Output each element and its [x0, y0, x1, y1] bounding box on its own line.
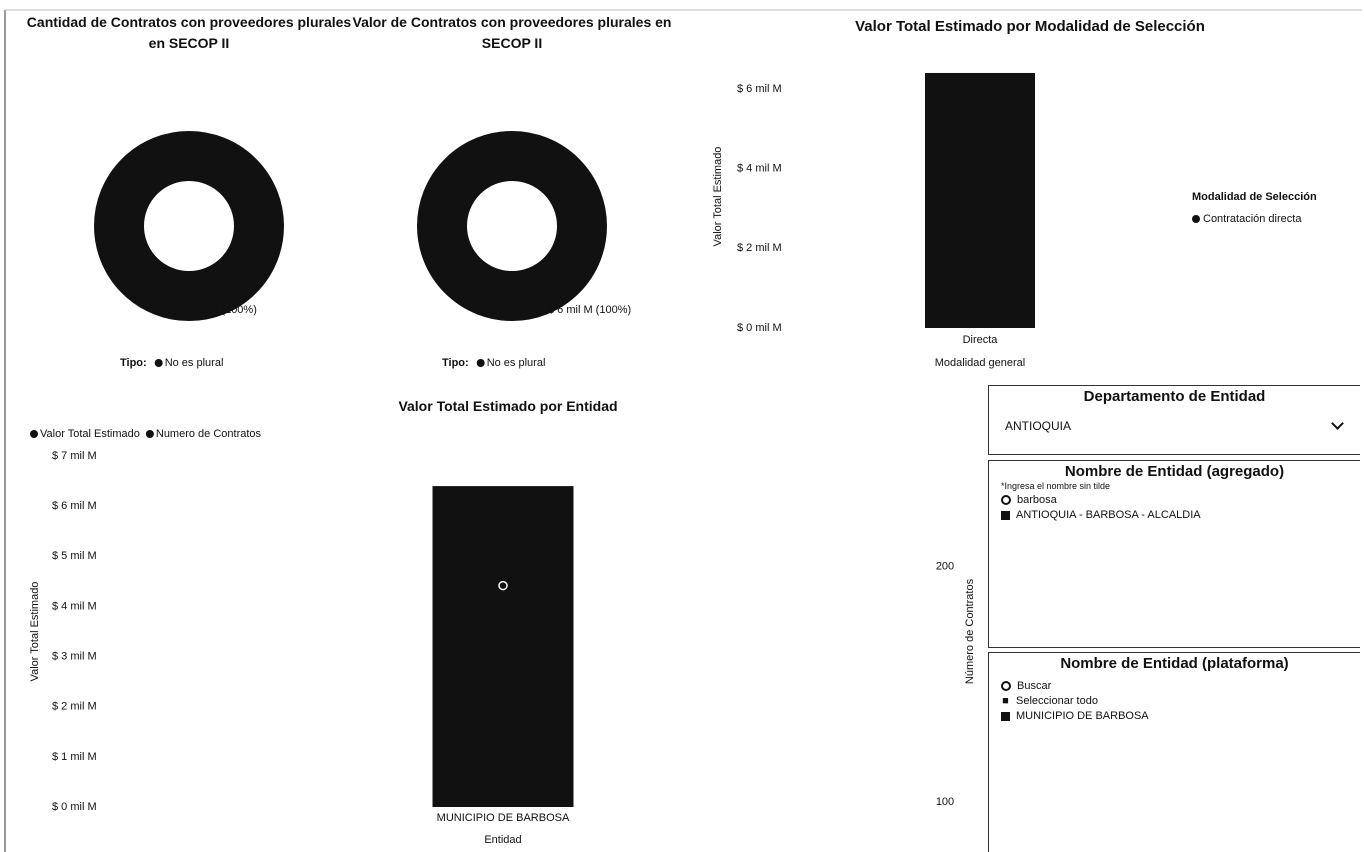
legend-marker	[476, 359, 485, 367]
dropdown-value: ANTIOQUIA	[1005, 419, 1072, 433]
list-item[interactable]: ANTIOQUIA - BARBOSA - ALCALDIA	[1001, 509, 1360, 521]
x-axis-title: Modalidad general	[935, 357, 1026, 369]
legend-label: No es plural	[165, 357, 224, 369]
y-tick-label: $ 6 mil M	[52, 500, 97, 512]
slicer-title: Nombre de Entidad (agregado)	[1064, 463, 1285, 480]
line-marker	[498, 580, 508, 591]
legend-title: Tipo:	[442, 357, 469, 369]
y-tick-label: $ 2 mil M	[52, 701, 97, 713]
chart-title: Cantidad de Contratos con proveedores pl…	[26, 14, 352, 51]
chart-title: Valor Total Estimado por Entidad	[398, 398, 618, 414]
y-tick-label: $ 0 mil M	[737, 322, 782, 334]
checkbox	[1001, 510, 1010, 520]
checkbox	[1001, 711, 1010, 721]
bar	[925, 72, 1035, 328]
y-axis-title: Valor Total Estimado	[712, 147, 724, 247]
list-item[interactable]: ■ Seleccionar todo	[1001, 695, 1360, 707]
leader-line	[535, 302, 544, 311]
legend-label: No es plural	[487, 357, 546, 369]
y-tick-label: $ 4 mil M	[52, 600, 97, 612]
legend-title: Tipo:	[120, 357, 147, 369]
data-label: $ 6 mil M (100%)	[548, 304, 631, 316]
chart-title: Valor de Contratos con proveedores plura…	[352, 14, 672, 51]
list-item[interactable]: MUNICIPIO DE BARBOSA	[1001, 710, 1360, 722]
y2-axis-title: Número de Contratos	[964, 578, 976, 684]
y-tick-label: $ 7 mil M	[52, 450, 97, 462]
legend-marker	[1192, 215, 1200, 223]
search-text: barbosa	[1017, 494, 1057, 506]
search-box[interactable]: Buscar	[1001, 680, 1360, 692]
x-tick-label: MUNICIPIO DE BARBOSA	[437, 812, 570, 824]
y-tick-label: $ 6 mil M	[737, 83, 782, 95]
y-tick-label: $ 3 mil M	[52, 650, 97, 662]
legend-label: Numero de Contratos	[156, 428, 262, 440]
chevron	[1331, 417, 1344, 430]
slicer[interactable]: Nombre de Entidad (agregado) *Ingresa el…	[988, 460, 1360, 648]
slicer-title: Nombre de Entidad (plataforma)	[1060, 655, 1289, 672]
search-icon	[1001, 495, 1011, 505]
item-label: Seleccionar todo	[1016, 695, 1098, 707]
dropdown[interactable]: ANTIOQUIA	[1005, 417, 1344, 433]
y-tick-label: $ 1 mil M	[52, 751, 97, 763]
hint: *Ingresa el nombre sin tilde	[1001, 481, 1111, 491]
search-icon	[1001, 681, 1011, 691]
donut-segment	[417, 131, 607, 321]
legend-label: Contratación directa	[1203, 213, 1302, 225]
y2-tick-label: 200	[936, 561, 954, 573]
data-label: 192 (100%)	[200, 304, 257, 316]
y-tick-label: $ 5 mil M	[52, 550, 97, 562]
x-tick-label: Directa	[963, 334, 999, 346]
leader-line	[187, 302, 196, 311]
legend-title: Modalidad de Selección	[1192, 191, 1317, 203]
bar	[432, 486, 574, 807]
search-box[interactable]: barbosa	[1001, 494, 1360, 506]
y-tick-label: $ 2 mil M	[737, 242, 782, 254]
item-label: MUNICIPIO DE BARBOSA	[1016, 710, 1149, 722]
y-tick-label: $ 0 mil M	[52, 801, 97, 813]
y2-tick-label: 100	[936, 796, 954, 808]
x-axis-title: Entidad	[484, 834, 521, 846]
chart-title: Valor Total Estimado por Modalidad de Se…	[855, 18, 1205, 35]
search-text: Buscar	[1017, 680, 1052, 692]
y-tick-label: $ 4 mil M	[737, 163, 782, 175]
slicer[interactable]: Departamento de Entidad ANTIOQUIA	[988, 385, 1360, 455]
donut-segment	[94, 131, 284, 321]
legend-label: Valor Total Estimado	[40, 428, 140, 440]
slicer[interactable]: Nombre de Entidad (plataforma) Buscar ■ S…	[988, 652, 1360, 852]
legend-marker	[154, 359, 163, 367]
legend-marker	[145, 430, 154, 438]
legend-marker	[30, 430, 38, 438]
slicer-title: Departamento de Entidad	[1083, 388, 1266, 405]
partial-check: ■	[1002, 695, 1009, 707]
y-axis-title: Valor Total Estimado	[29, 582, 41, 682]
item-label: ANTIOQUIA - BARBOSA - ALCALDIA	[1016, 509, 1201, 521]
